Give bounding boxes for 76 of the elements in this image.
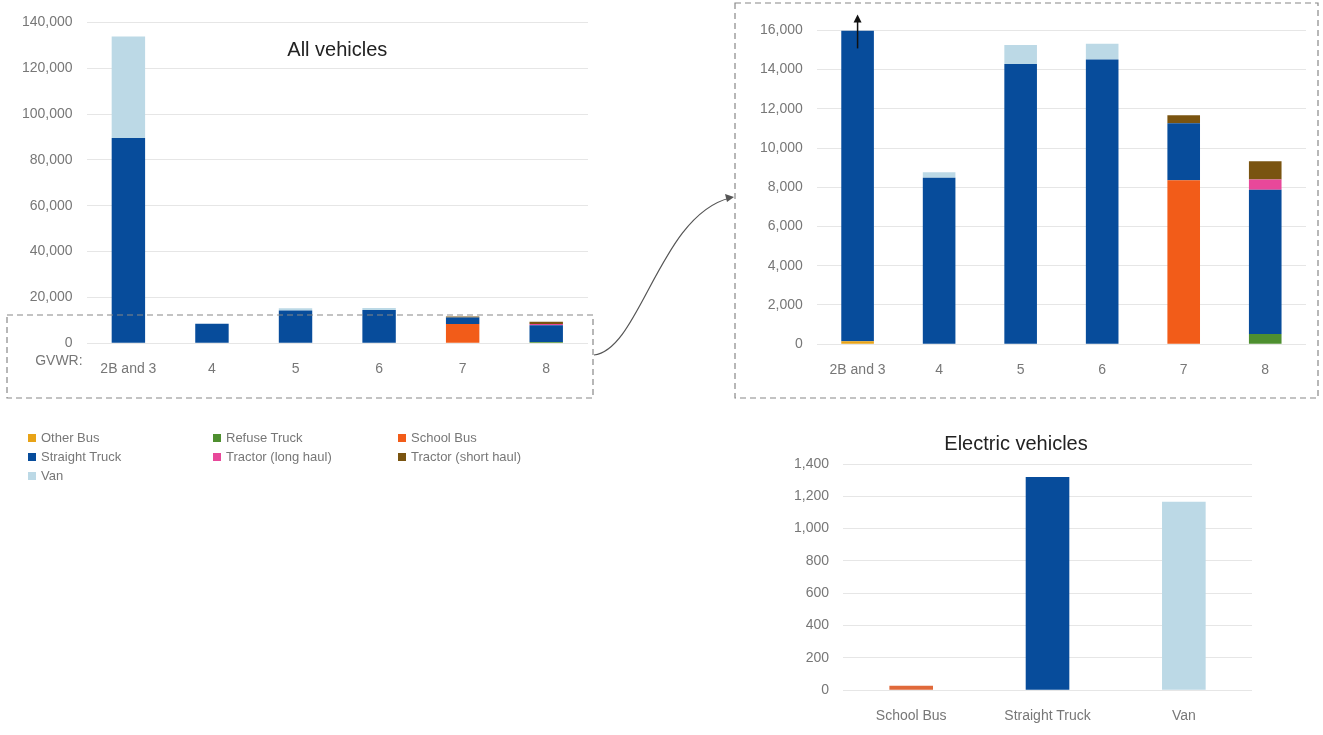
bar: [445, 317, 480, 325]
bar: [1167, 123, 1201, 181]
text: All vehicles: [287, 37, 388, 60]
legend-label: Other Bus: [41, 430, 100, 445]
y-tick-label: 400: [805, 616, 830, 633]
y-tick-label: 0: [821, 681, 830, 698]
x-tick-label: 2B and 3: [100, 360, 157, 377]
bar: [278, 310, 313, 343]
y-tick-label: 100,000: [22, 104, 73, 121]
y-tick-label: 1,400: [793, 454, 830, 471]
x-tick-label: 2B and 3: [829, 361, 886, 378]
x-tick-label: 8: [1261, 361, 1270, 378]
x-tick-label: 7: [1179, 361, 1188, 378]
y-tick-label: 8,000: [767, 178, 804, 195]
x-tick-label: 5: [291, 360, 300, 377]
y-tick-label: 800: [805, 551, 830, 568]
y-tick-label: 4,000: [767, 256, 804, 273]
y-tick-label: 60,000: [29, 196, 73, 213]
legend-label: School Bus: [411, 430, 477, 445]
y-tick-label: 1,200: [793, 487, 830, 504]
bar: [195, 323, 229, 343]
x-tick-label: 5: [1016, 361, 1025, 378]
bar: [1248, 179, 1282, 190]
bar: [1248, 161, 1282, 180]
y-tick-label: 80,000: [29, 150, 73, 167]
y-tick-label: 40,000: [29, 242, 73, 259]
x-tick-label: Straight Truck: [1004, 707, 1092, 724]
y-tick-label: 600: [805, 584, 830, 601]
y-tick-label: 20,000: [29, 288, 73, 305]
legend-label: Refuse Truck: [226, 430, 303, 445]
x-tick-label: 8: [542, 360, 551, 377]
bar: [922, 172, 956, 178]
bar: [111, 138, 146, 343]
y-tick-label: 0: [64, 334, 73, 351]
bar: [1085, 59, 1119, 344]
bar: [922, 177, 956, 344]
bar: [529, 325, 563, 343]
y-tick-label: 1,000: [793, 519, 830, 536]
bar: [841, 341, 874, 344]
x-tick-label: 7: [458, 360, 467, 377]
bar: [1004, 63, 1037, 344]
x-tick-label: 4: [208, 360, 217, 377]
bar: [445, 324, 480, 343]
y-tick-label: 0: [795, 335, 804, 352]
bar: [1004, 44, 1037, 64]
y-tick-label: 12,000: [759, 99, 804, 116]
y-tick-label: 2,000: [767, 295, 804, 312]
y-tick-label: 120,000: [22, 59, 73, 76]
y-tick-label: 200: [805, 648, 830, 665]
legend-label: Tractor (short haul): [411, 449, 522, 464]
y-tick-label: 16,000: [759, 21, 804, 38]
y-tick-label: 14,000: [759, 60, 804, 77]
bar: [1248, 189, 1282, 334]
chart-title: Electric vehicles: [944, 431, 1088, 454]
bar: [1167, 180, 1201, 344]
bar: [1025, 476, 1070, 690]
x-tick-label: School Bus: [875, 707, 947, 724]
y-tick-label: 140,000: [22, 13, 73, 30]
x-tick-label: 4: [935, 361, 944, 378]
legend-label: Straight Truck: [41, 449, 122, 464]
bar: [841, 30, 874, 342]
legend-label: Van: [41, 468, 64, 483]
bar: [111, 36, 146, 139]
x-tick-label: Van: [1171, 707, 1196, 724]
x-axis-title: GVWR:: [35, 352, 83, 369]
x-tick-label: 6: [1098, 361, 1107, 378]
legend-label: Tractor (long haul): [226, 449, 332, 464]
bar: [362, 309, 396, 343]
bar: [1167, 115, 1201, 124]
y-tick-label: 10,000: [759, 138, 804, 155]
bar: [889, 685, 934, 690]
bar: [1162, 501, 1206, 690]
y-tick-label: 6,000: [767, 217, 804, 234]
x-tick-label: 6: [375, 360, 384, 377]
bar: [1085, 43, 1119, 60]
bar: [1248, 334, 1282, 344]
